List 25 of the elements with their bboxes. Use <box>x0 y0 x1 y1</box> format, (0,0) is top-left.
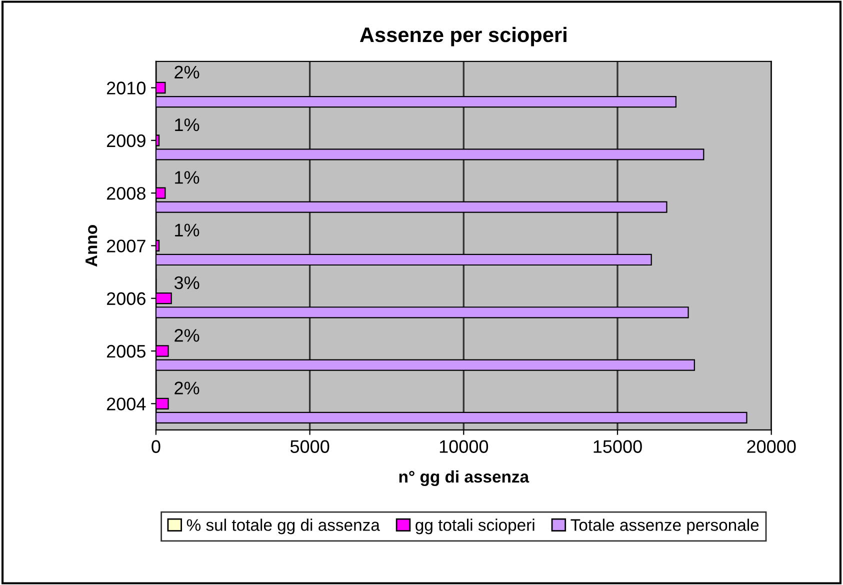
x-tick-label: 10000 <box>440 440 488 453</box>
y-tick-label: 2009 <box>106 134 146 148</box>
data-label: 2% <box>174 329 200 342</box>
legend-label: % sul totale gg di assenza <box>186 518 380 534</box>
y-tick-label: 2005 <box>106 344 146 358</box>
data-label: 1% <box>175 118 200 132</box>
y-tick-label: 2004 <box>106 398 146 410</box>
x-tick-label: 15000 <box>594 440 642 453</box>
data-label: 2% <box>174 382 200 394</box>
x-tick-label: 20000 <box>747 440 796 453</box>
data-label: 2% <box>174 66 200 78</box>
data-label: 1% <box>175 224 200 236</box>
y-tick-label: 2008 <box>106 186 146 200</box>
x-axis-title: n° gg di assenza <box>399 470 530 486</box>
y-tick-label: 2010 <box>106 82 146 94</box>
legend-label: Totale assenze personale <box>570 518 759 534</box>
y-axis-title: Anno <box>86 225 98 267</box>
x-tick-label: 5000 <box>290 440 330 453</box>
legend-label: gg totali scioperi <box>416 518 534 534</box>
y-tick-label: 2007 <box>106 240 146 252</box>
data-label: 1% <box>175 171 200 184</box>
chart-title: Assenze per scioperi <box>360 26 566 46</box>
x-tick-label: 0 <box>152 440 160 453</box>
data-label: 3% <box>174 276 200 290</box>
y-tick-label: 2006 <box>106 292 146 306</box>
